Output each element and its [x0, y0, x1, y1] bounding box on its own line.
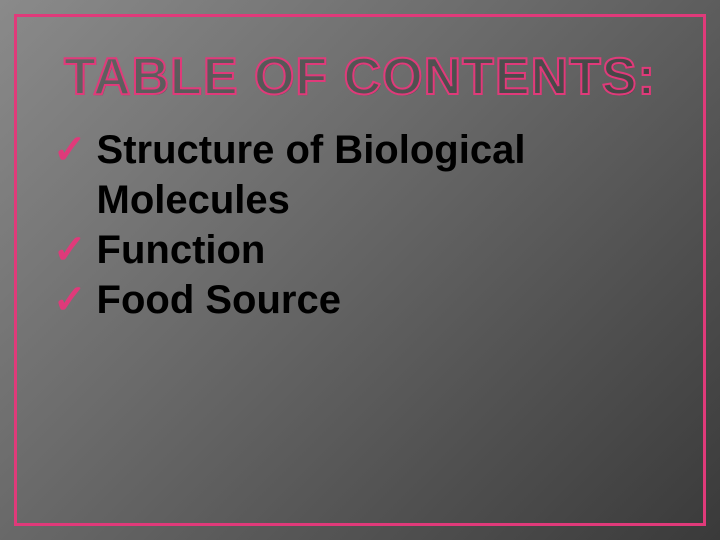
list-item: ✓ Structure of Biological Molecules — [53, 125, 675, 225]
list-item: ✓ Function — [53, 225, 675, 275]
toc-list: ✓ Structure of Biological Molecules ✓ Fu… — [45, 125, 675, 325]
list-item-label: Structure of Biological Molecules — [97, 125, 675, 225]
check-icon: ✓ — [53, 225, 87, 275]
list-item-label: Function — [97, 225, 675, 275]
slide-frame: TABLE OF CONTENTS: ✓ Structure of Biolog… — [14, 14, 706, 526]
slide: TABLE OF CONTENTS: ✓ Structure of Biolog… — [0, 0, 720, 540]
slide-title: TABLE OF CONTENTS: — [45, 47, 675, 107]
check-icon: ✓ — [53, 275, 87, 325]
list-item-label: Food Source — [97, 275, 675, 325]
list-item: ✓ Food Source — [53, 275, 675, 325]
check-icon: ✓ — [53, 125, 87, 175]
